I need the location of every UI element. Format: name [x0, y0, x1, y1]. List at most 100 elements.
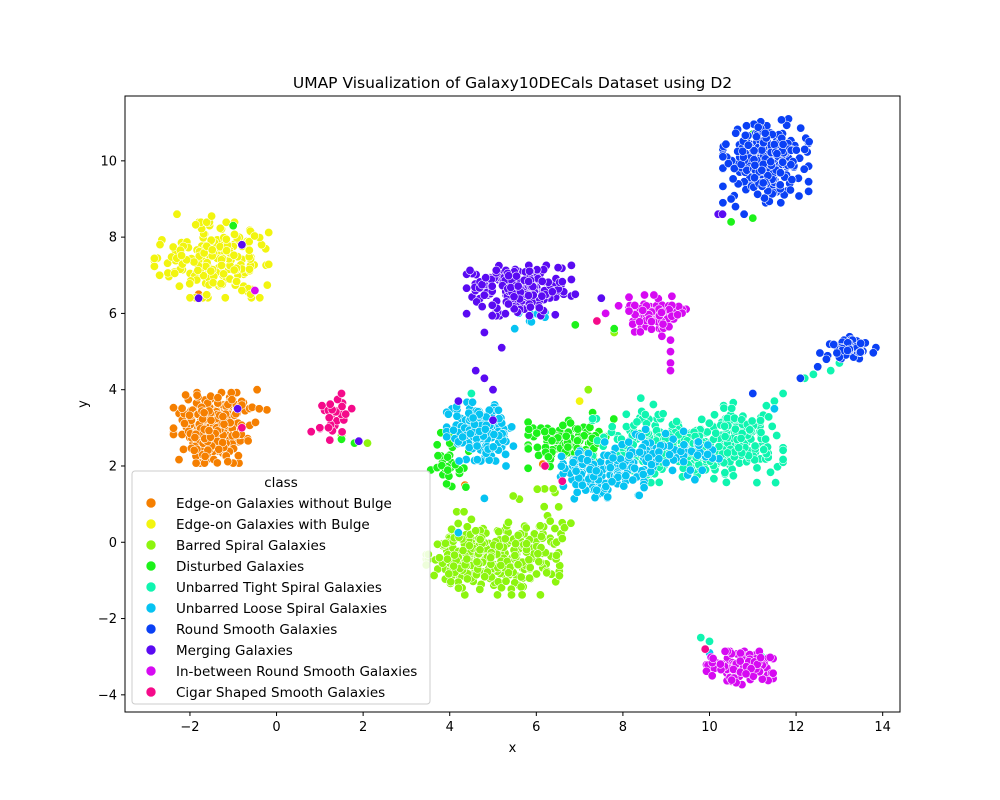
data-point — [462, 554, 472, 564]
data-point — [657, 331, 667, 341]
data-point — [639, 483, 649, 493]
data-point — [468, 413, 478, 423]
data-point — [776, 115, 786, 125]
data-point — [510, 324, 520, 334]
data-point — [753, 189, 763, 199]
data-point — [306, 427, 316, 437]
data-point — [207, 245, 217, 255]
data-point — [524, 266, 534, 276]
data-point — [250, 231, 260, 241]
data-point — [747, 416, 757, 426]
y-tick-label: −2 — [98, 612, 117, 627]
data-point — [608, 453, 618, 463]
data-point — [174, 455, 184, 465]
data-point — [429, 570, 439, 580]
data-point — [207, 211, 217, 221]
data-point — [757, 165, 767, 175]
data-point — [736, 433, 746, 443]
data-point — [432, 440, 442, 450]
data-point — [630, 463, 640, 473]
data-point — [734, 443, 744, 453]
legend-label: Unbarred Loose Spiral Galaxies — [176, 601, 387, 617]
data-point — [523, 463, 533, 473]
legend-label: Unbarred Tight Spiral Galaxies — [176, 580, 382, 596]
data-point — [559, 523, 569, 533]
data-point — [200, 451, 210, 461]
data-point — [532, 428, 542, 438]
data-point — [550, 310, 560, 320]
data-point — [227, 395, 237, 405]
data-point — [449, 561, 459, 571]
data-point — [341, 409, 351, 419]
data-point — [524, 424, 534, 434]
data-point — [494, 527, 504, 537]
data-point — [711, 428, 721, 438]
data-point — [557, 277, 567, 287]
data-point — [575, 396, 585, 406]
data-point — [251, 417, 261, 427]
data-point — [679, 440, 689, 450]
legend: class Edge-on Galaxies without BulgeEdge… — [131, 470, 431, 705]
data-point — [638, 469, 648, 479]
legend-items: Edge-on Galaxies without Bulge Edge-on Ga… — [145, 496, 417, 701]
data-point — [596, 293, 606, 303]
data-point — [212, 458, 222, 468]
data-point — [540, 427, 550, 437]
data-point — [799, 164, 809, 174]
data-point — [191, 220, 201, 230]
data-point — [513, 560, 523, 570]
chart-title: UMAP Visualization of Galaxy10DECals Dat… — [293, 74, 732, 92]
data-point — [179, 444, 189, 454]
data-point — [542, 568, 552, 578]
data-point — [565, 418, 575, 428]
legend-marker — [145, 686, 157, 698]
data-point — [262, 280, 272, 290]
data-point — [775, 180, 785, 190]
data-point — [509, 292, 519, 302]
data-point — [521, 539, 531, 549]
data-point — [704, 418, 714, 428]
data-point — [228, 221, 238, 231]
data-point — [720, 431, 730, 441]
data-point — [753, 122, 763, 132]
data-point — [590, 493, 600, 503]
data-point — [513, 281, 523, 291]
data-point — [721, 139, 731, 149]
data-point — [808, 369, 818, 379]
data-point — [703, 449, 713, 459]
data-point — [230, 229, 240, 239]
data-point — [566, 260, 576, 270]
data-point — [523, 290, 533, 300]
data-point — [459, 507, 469, 517]
data-point — [791, 145, 801, 155]
data-point — [769, 396, 779, 406]
data-point — [192, 390, 202, 400]
data-point — [453, 583, 463, 593]
data-point — [264, 259, 274, 269]
data-point — [503, 299, 513, 309]
data-point — [553, 263, 563, 273]
data-point — [772, 430, 782, 440]
data-point — [614, 301, 624, 311]
legend-marker — [145, 518, 157, 530]
data-point — [609, 324, 619, 334]
data-point — [765, 467, 775, 477]
data-point — [778, 157, 788, 167]
data-point — [193, 265, 203, 275]
data-point — [755, 415, 765, 425]
data-point — [215, 223, 225, 233]
axes-frame — [124, 95, 901, 713]
y-axis-label: y — [76, 400, 91, 408]
data-point — [556, 461, 566, 471]
data-point — [180, 418, 190, 428]
data-point — [497, 343, 507, 353]
data-point — [607, 422, 617, 432]
data-point — [665, 358, 675, 368]
data-point — [458, 432, 468, 442]
data-point — [815, 348, 825, 358]
data-point — [751, 132, 761, 142]
data-point — [778, 445, 788, 455]
data-point — [592, 485, 602, 495]
data-point — [741, 669, 751, 679]
data-point — [221, 234, 231, 244]
